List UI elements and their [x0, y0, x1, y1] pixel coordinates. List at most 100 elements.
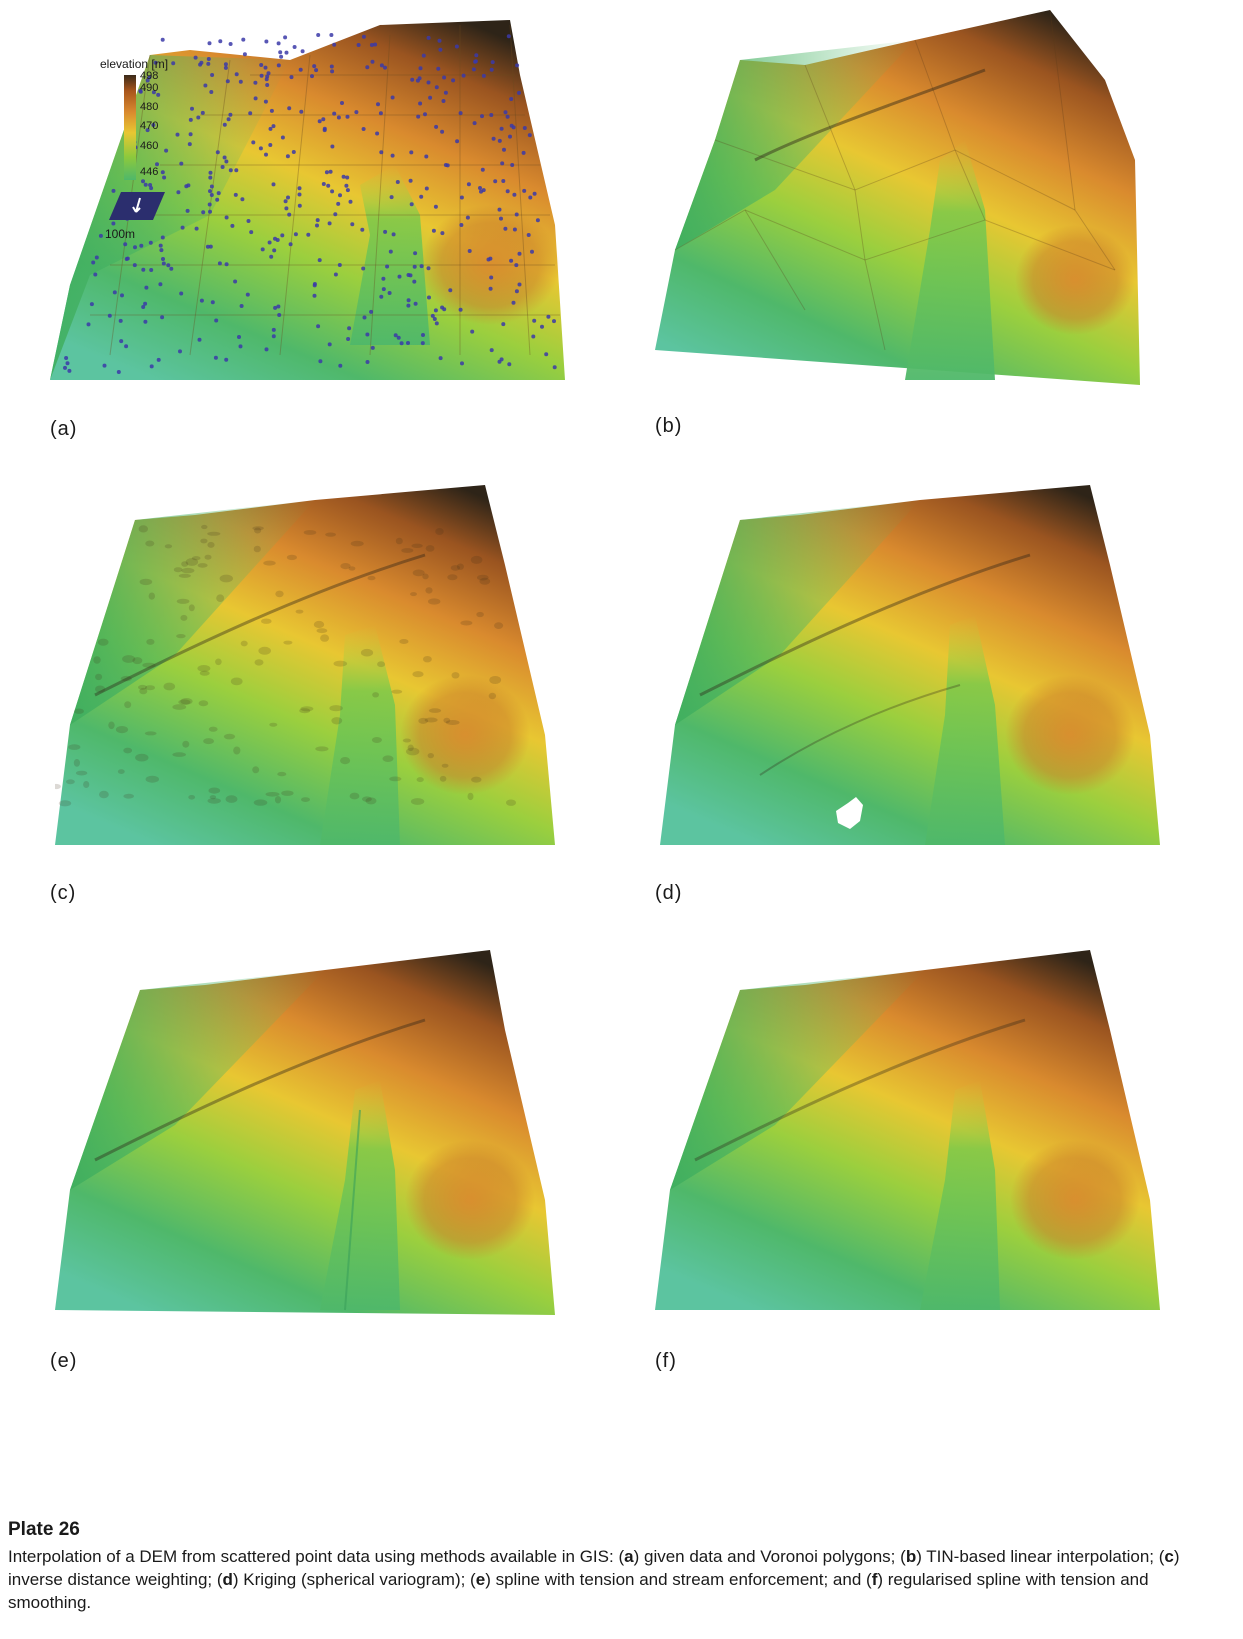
survey-point — [427, 295, 431, 300]
survey-point — [426, 80, 431, 85]
caption-intro: Interpolation of a DEM from scattered po… — [8, 1547, 619, 1566]
survey-point — [317, 119, 322, 124]
survey-point — [207, 41, 212, 46]
survey-point — [406, 341, 410, 345]
survey-point — [514, 289, 519, 294]
survey-point — [421, 333, 425, 337]
idw-bump — [204, 554, 212, 560]
survey-point — [259, 63, 264, 67]
survey-point — [345, 114, 350, 119]
survey-point — [312, 64, 317, 69]
idw-bump — [439, 775, 447, 782]
survey-point — [124, 344, 129, 349]
survey-point — [499, 357, 504, 362]
idw-bump — [477, 574, 489, 581]
survey-point — [455, 139, 460, 144]
survey-point — [470, 329, 475, 334]
survey-point — [410, 77, 415, 82]
survey-point — [206, 61, 211, 66]
survey-point — [149, 186, 154, 191]
survey-point — [330, 69, 335, 74]
survey-point — [210, 300, 215, 305]
idw-bump — [182, 740, 190, 748]
survey-point — [540, 324, 544, 329]
idw-bump — [389, 776, 402, 782]
survey-point — [149, 268, 154, 272]
survey-point — [277, 313, 282, 317]
idw-bump — [269, 722, 278, 727]
caption-letter: d — [222, 1570, 233, 1589]
survey-point — [458, 111, 463, 116]
survey-point — [272, 248, 277, 253]
survey-point — [478, 186, 482, 190]
survey-point — [430, 313, 435, 318]
survey-point — [517, 282, 522, 287]
survey-point — [160, 37, 165, 42]
idw-bump — [181, 567, 195, 574]
idw-bump — [349, 792, 360, 800]
survey-point — [406, 303, 411, 308]
survey-point — [297, 186, 302, 191]
survey-point — [239, 304, 244, 308]
survey-point — [336, 115, 341, 120]
survey-point — [527, 133, 532, 138]
idw-bump — [252, 526, 264, 531]
survey-point — [341, 174, 346, 179]
survey-point — [442, 307, 447, 312]
survey-point — [253, 80, 258, 85]
idw-bump — [283, 640, 293, 645]
survey-point — [522, 188, 527, 193]
survey-point — [288, 242, 293, 247]
idw-bump — [479, 577, 491, 585]
survey-point — [242, 52, 247, 57]
survey-point — [433, 204, 438, 209]
survey-point — [546, 314, 551, 319]
survey-point — [240, 197, 245, 202]
survey-point — [180, 225, 185, 230]
idw-bump — [350, 540, 364, 547]
survey-point — [299, 109, 304, 114]
survey-point — [434, 321, 439, 326]
survey-point — [226, 117, 231, 122]
idw-bump — [215, 658, 222, 666]
survey-point — [166, 263, 171, 268]
caption-letter: a — [624, 1547, 634, 1566]
survey-point — [321, 117, 326, 122]
survey-point — [145, 78, 150, 83]
panel-f-regularised-spline — [655, 950, 1165, 1315]
idw-bump — [197, 563, 208, 568]
survey-point — [194, 226, 199, 231]
panel-label-a: (a) — [50, 418, 78, 440]
survey-point — [461, 73, 466, 78]
survey-point — [118, 318, 123, 323]
survey-point — [156, 357, 161, 362]
legend-tick: 446 — [140, 166, 159, 178]
panel-label-b: (b) — [655, 415, 683, 437]
survey-point — [503, 110, 508, 115]
survey-point — [438, 47, 443, 52]
survey-point — [441, 99, 446, 103]
survey-point — [228, 112, 233, 117]
survey-point — [389, 195, 394, 200]
survey-point — [491, 136, 496, 141]
survey-point — [399, 341, 404, 346]
idw-bump — [207, 541, 215, 548]
panel-c-idw — [55, 485, 560, 850]
survey-point — [286, 195, 290, 200]
caption-letter: b — [905, 1547, 917, 1566]
survey-point — [346, 337, 351, 341]
survey-point — [199, 298, 204, 303]
survey-point — [208, 244, 213, 249]
idw-bump — [488, 692, 497, 700]
idw-bump — [197, 665, 211, 672]
idw-bump — [180, 614, 188, 621]
idw-bump — [230, 677, 243, 686]
caption-item: regularised spline with tension and smoo… — [8, 1570, 1149, 1612]
survey-point — [86, 322, 91, 327]
survey-point — [511, 125, 516, 130]
survey-point — [393, 333, 398, 338]
idw-bump — [209, 795, 217, 800]
idw-bump — [410, 798, 425, 805]
survey-point — [493, 179, 498, 184]
survey-point — [151, 123, 156, 127]
